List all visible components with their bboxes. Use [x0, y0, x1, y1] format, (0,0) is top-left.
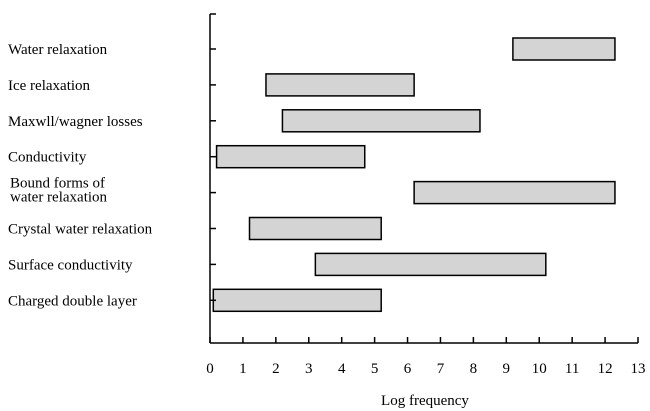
category-label: Ice relaxation	[8, 78, 91, 94]
x-ticks: 0 1 2 3 4 5 6 7 8 9 10 11 12 13	[206, 337, 646, 377]
x-tick-label: 2	[272, 361, 280, 377]
range-bar	[413, 180, 616, 205]
category-label: Charged double layer	[8, 293, 137, 309]
x-tick-label: 5	[371, 361, 379, 377]
range-bar	[265, 73, 415, 97]
category-label: Crystal water relaxation	[8, 222, 153, 238]
range-bar	[215, 144, 366, 169]
x-tick-label: 9	[503, 361, 511, 377]
x-tick-label: 1	[239, 361, 247, 377]
range-bar	[248, 216, 382, 241]
x-tick-label: 12	[598, 361, 613, 377]
x-tick-label: 6	[404, 361, 412, 377]
x-tick-label: 7	[437, 361, 445, 377]
category-label: Surface conductivity	[8, 257, 133, 273]
axes	[209, 13, 638, 344]
range-bar	[314, 252, 547, 277]
range-bar	[212, 288, 382, 313]
x-tick-label: 0	[206, 361, 214, 377]
x-tick-label: 10	[532, 361, 547, 377]
range-bar	[281, 109, 481, 133]
range-bar	[512, 37, 616, 61]
x-tick-label: 13	[631, 361, 646, 377]
category-labels: Water relaxation Ice relaxation Maxwll/wag…	[8, 42, 153, 309]
x-tick-label: 4	[338, 361, 346, 377]
category-label: Bound forms of water relaxation	[10, 176, 108, 206]
x-tick-label: 8	[470, 361, 478, 377]
bars	[212, 37, 616, 313]
category-label: Water relaxation	[8, 42, 108, 58]
x-axis-title: Log frequency	[381, 393, 469, 409]
category-label: Maxwll/wagner losses	[8, 114, 143, 130]
x-tick-label: 3	[305, 361, 313, 377]
category-label: Conductivity	[8, 150, 87, 166]
x-tick-label: 11	[565, 361, 579, 377]
